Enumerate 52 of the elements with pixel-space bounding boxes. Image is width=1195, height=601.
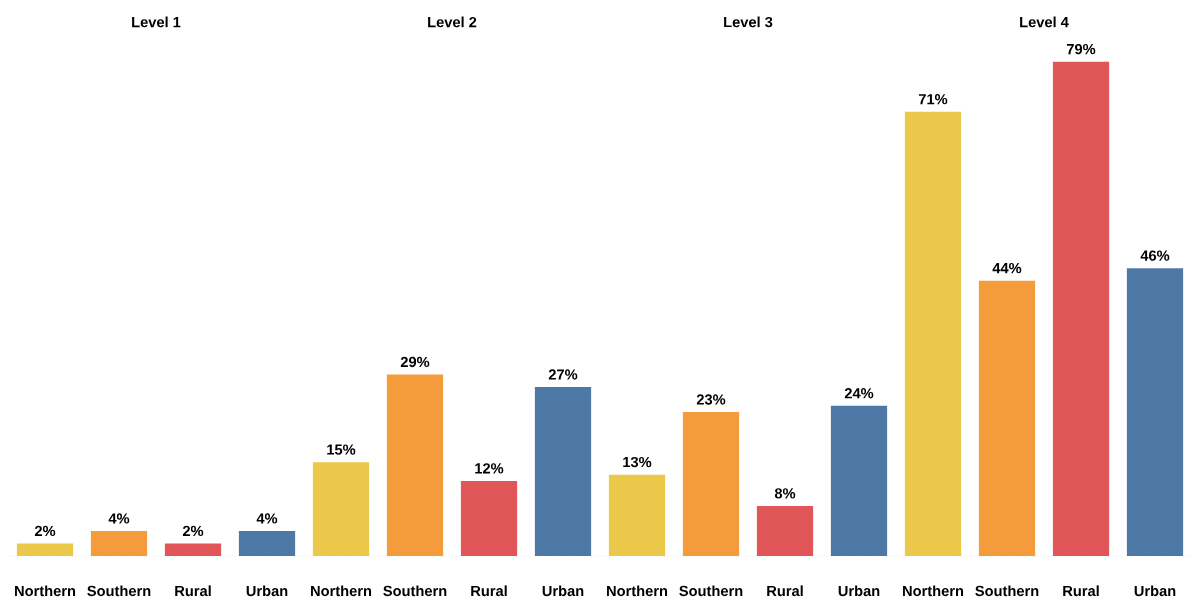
bar xyxy=(682,412,740,556)
data-label: 23% xyxy=(696,394,726,405)
bar xyxy=(1052,61,1110,556)
text: Southern xyxy=(679,585,743,597)
bar xyxy=(756,505,814,556)
text: Rural xyxy=(767,585,803,597)
data-label: 12% xyxy=(475,463,504,474)
data-label: 15% xyxy=(327,444,356,455)
text: Northern xyxy=(15,585,76,597)
text: Northern xyxy=(607,585,668,597)
data-label: 8% xyxy=(774,488,796,499)
data-label: 71% xyxy=(918,94,948,105)
data-label: 79% xyxy=(1066,43,1096,55)
bar xyxy=(1126,268,1184,556)
text: Urban xyxy=(246,585,288,597)
text: Southern xyxy=(87,585,151,597)
data-label: 27% xyxy=(548,369,578,380)
text: Urban xyxy=(1134,585,1176,597)
text: Northern xyxy=(903,585,964,597)
bar xyxy=(90,530,148,556)
text: Southern xyxy=(975,585,1039,597)
bar xyxy=(312,462,370,556)
data-label: 46% xyxy=(1140,250,1170,261)
data-label: 13% xyxy=(623,456,652,468)
x-tick-label: Level 1 xyxy=(132,16,181,28)
bar xyxy=(238,530,296,556)
bar xyxy=(164,543,222,556)
bar xyxy=(534,387,592,556)
data-label: 44% xyxy=(992,262,1022,274)
text: Southern xyxy=(383,585,447,597)
text: Northern xyxy=(311,585,372,597)
x-tick-label: Level 2 xyxy=(428,16,477,28)
text: Rural xyxy=(1063,585,1099,597)
bar xyxy=(978,280,1036,556)
text: Rural xyxy=(471,585,507,597)
data-label: 2% xyxy=(182,525,204,537)
data-label: 29% xyxy=(400,356,430,368)
text: Urban xyxy=(542,585,584,597)
text: Rural xyxy=(175,585,211,597)
bar xyxy=(608,474,666,556)
text: Urban xyxy=(838,585,880,597)
bar xyxy=(830,405,888,556)
bar xyxy=(460,480,518,556)
data-label: 2% xyxy=(34,525,56,537)
data-label: 4% xyxy=(256,513,278,524)
bar xyxy=(16,543,74,556)
data-label: 4% xyxy=(108,513,130,524)
data-label: 24% xyxy=(844,388,874,399)
bar xyxy=(386,374,444,556)
x-tick-label: Level 4 xyxy=(1020,16,1069,28)
x-tick-label: Level 3 xyxy=(724,16,773,28)
bar xyxy=(904,111,962,556)
